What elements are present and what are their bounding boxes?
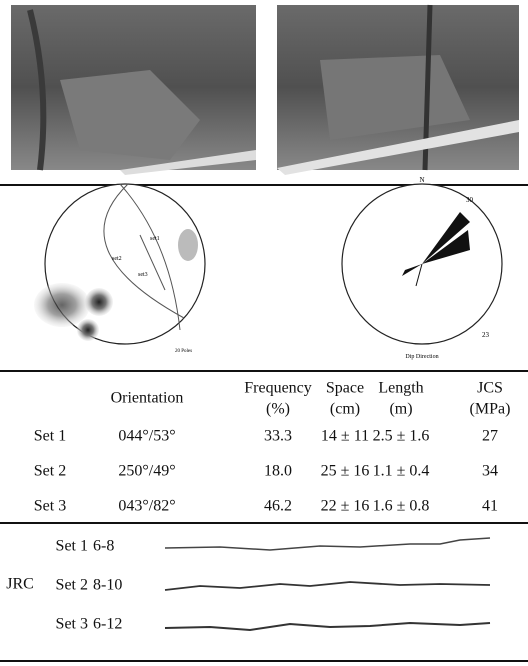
rule bbox=[0, 184, 528, 186]
row-label: Set 3 bbox=[33, 497, 67, 515]
table-cell: 33.3 bbox=[264, 427, 292, 445]
table-cell: 1.1 ± 0.4 bbox=[372, 462, 430, 480]
rose-min: 23 bbox=[482, 331, 490, 339]
header-cell: (MPa) bbox=[469, 400, 511, 418]
table-cell: 34 bbox=[482, 462, 498, 480]
jrc-profiles bbox=[164, 537, 491, 632]
row-label: Set 1 bbox=[33, 427, 67, 445]
rule bbox=[0, 522, 528, 524]
table-cell: 18.0 bbox=[264, 462, 292, 480]
jrc-set: Set 2 bbox=[55, 576, 88, 594]
north-label: N bbox=[419, 176, 424, 184]
table-cell: 41 bbox=[482, 497, 498, 515]
stereonet: set1 set2 set3 20 Poles bbox=[34, 183, 206, 354]
jrc-label: JRC bbox=[6, 575, 34, 593]
rose-max: 30 bbox=[466, 196, 474, 204]
table-cell: 25 ± 16 bbox=[320, 462, 370, 480]
row-label: Set 2 bbox=[33, 462, 67, 480]
header-cell: Frequency bbox=[244, 379, 312, 397]
photo-right bbox=[277, 4, 519, 175]
header-cell: JCS bbox=[477, 379, 503, 397]
jrc-range: 8-10 bbox=[93, 576, 123, 594]
set-label: set2 bbox=[112, 256, 122, 262]
jrc-range: 6-8 bbox=[93, 537, 115, 555]
rule bbox=[0, 370, 528, 372]
header-cell: Length bbox=[378, 379, 424, 397]
set-label: set1 bbox=[150, 236, 160, 242]
table-cell: 46.2 bbox=[264, 497, 292, 515]
photo-left bbox=[11, 5, 256, 175]
header-cell: Space bbox=[325, 379, 365, 397]
header-cell: (m) bbox=[389, 400, 413, 418]
table-cell: 1.6 ± 0.8 bbox=[372, 497, 430, 515]
table-cell: 044°/53° bbox=[118, 427, 176, 445]
table-cell: 14 ± 11 bbox=[320, 427, 370, 445]
table-cell: 2.5 ± 1.6 bbox=[372, 427, 430, 445]
rule bbox=[0, 660, 528, 662]
header-cell: Orientation bbox=[110, 389, 184, 407]
header-cell: (%) bbox=[266, 400, 290, 418]
figure: set1 set2 set3 20 Poles N 30 23 Dip Dire… bbox=[0, 4, 528, 360]
rose-caption: Dip Direction bbox=[405, 354, 438, 360]
legend: 20 Poles bbox=[175, 349, 192, 354]
jrc-set: Set 3 bbox=[55, 615, 88, 633]
header-cell: (cm) bbox=[329, 400, 361, 418]
jrc-set: Set 1 bbox=[55, 537, 88, 555]
table-cell: 250°/49° bbox=[118, 462, 176, 480]
rose-diagram: N 30 23 Dip Direction bbox=[341, 176, 503, 360]
jrc-range: 6-12 bbox=[93, 615, 123, 633]
table-cell: 043°/82° bbox=[118, 497, 176, 515]
set-label: set3 bbox=[138, 272, 148, 278]
table-cell: 27 bbox=[482, 427, 498, 445]
table-cell: 22 ± 16 bbox=[320, 497, 370, 515]
